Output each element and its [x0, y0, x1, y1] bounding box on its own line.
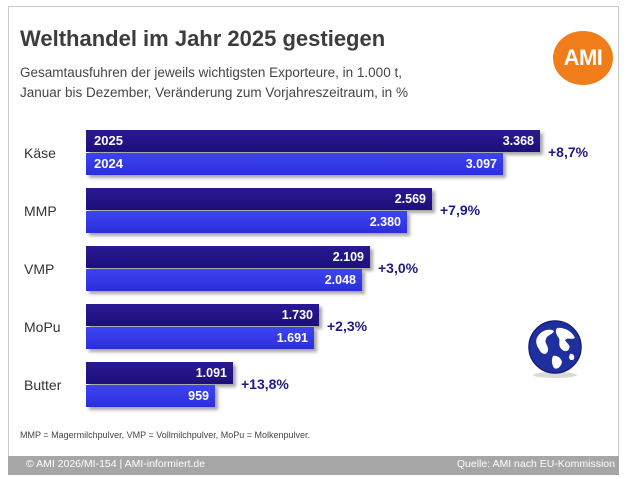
footer-copyright: © AMI 2026/MI-154 | AMI-informiert.de — [26, 458, 206, 470]
bar-value-label: 3.368 — [502, 134, 534, 148]
change-label: +3,0% — [378, 260, 419, 276]
globe-icon — [528, 320, 582, 378]
category-label: MoPu — [24, 319, 61, 335]
bar-value-label: 2.569 — [394, 192, 426, 206]
bar-2024 — [86, 269, 362, 291]
bar-value-label: 1.691 — [276, 331, 308, 345]
category-label: MMP — [24, 203, 57, 219]
change-label: +13,8% — [241, 376, 289, 392]
change-label: +7,9% — [440, 202, 481, 218]
bar-value-label: 2.048 — [324, 273, 356, 287]
category-label: Käse — [24, 145, 56, 161]
bar-2025 — [86, 130, 540, 152]
footer-bar — [8, 456, 619, 475]
chart-subtitle: Gesamtausfuhren der jeweils wichtigsten … — [20, 63, 408, 103]
ami-logo: AMI — [553, 31, 613, 85]
bar-value-label: 1.730 — [281, 308, 313, 322]
bar-2025 — [86, 362, 233, 384]
subtitle-line-1: Gesamtausfuhren der jeweils wichtigsten … — [20, 65, 402, 80]
bar-value-label: 3.097 — [465, 157, 497, 171]
bar-value-label: 1.091 — [195, 366, 227, 380]
legend-2024: 2024 — [94, 156, 123, 171]
footnote: MMP = Magermilchpulver, VMP = Vollmilchp… — [20, 430, 311, 440]
chart-title: Welthandel im Jahr 2025 gestiegen — [20, 26, 386, 51]
bar-2024 — [86, 153, 503, 175]
bar-value-label: 2.380 — [369, 215, 401, 229]
category-label: Butter — [24, 377, 62, 393]
bar-value-label: 2.109 — [332, 250, 364, 264]
bar-value-label: 959 — [188, 389, 209, 403]
subtitle-line-2: Januar bis Dezember, Veränderung zum Vor… — [20, 85, 408, 100]
bar-2025 — [86, 188, 432, 210]
change-label: +2,3% — [327, 318, 368, 334]
legend-2025: 2025 — [94, 133, 123, 148]
bar-2025 — [86, 246, 370, 268]
bar-2025 — [86, 304, 319, 326]
bar-2024 — [86, 385, 215, 407]
bar-2024 — [86, 211, 407, 233]
category-label: VMP — [24, 261, 55, 277]
bar-2024 — [86, 327, 314, 349]
change-label: +8,7% — [548, 144, 589, 160]
footer-source: Quelle: AMI nach EU-Kommission — [456, 458, 615, 470]
